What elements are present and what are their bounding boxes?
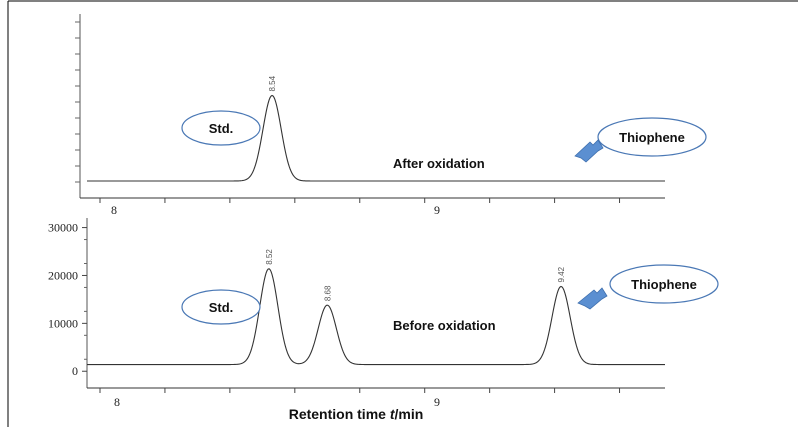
bottom-y-tick-label: 0 [72,364,78,378]
bottom-thiophene-callout-text: Thiophene [631,277,697,292]
top-x-tick-label-8: 8 [111,203,117,217]
bottom-x-ticks [99,388,621,393]
top-thiophene-callout-text: Thiophene [619,130,685,145]
bottom-peak-label: 8.52 [265,249,274,265]
top-peak-label: 8.54 [268,75,277,91]
top-chromatogram-trace [87,94,665,182]
top-thiophene-callout-bubble [597,117,707,157]
bottom-y-ticks [82,227,87,372]
bottom-peak-label: 8.68 [323,285,332,301]
bottom-x-tick-label-8: 8 [114,395,120,409]
top-x-ticks [99,198,621,203]
top-x-tick-label-9: 9 [434,203,440,217]
bottom-annotation-before-oxidation: Before oxidation [393,318,496,333]
top-annotation-after-oxidation: After oxidation [393,156,485,171]
top-std-callout-text: Std. [209,121,234,136]
x-axis-title: Retention time t/min [289,406,424,422]
bottom-std-callout-bubble [181,289,261,325]
bottom-chromatogram-trace [87,268,665,366]
bottom-thiophene-callout-bubble [609,264,719,304]
top-thiophene-arrow [574,139,604,163]
bottom-thiophene-arrow [577,287,608,310]
bottom-panel: 0 10000 20000 30000 8 9 8.52 8.68 9.42 B… [48,218,719,422]
bottom-peak-label: 9.42 [557,266,566,282]
top-panel: 8 9 8.54 After oxidation Std. Thiophene [75,14,707,217]
bottom-y-tick-label: 10000 [48,316,78,330]
top-y-ticks [75,21,80,183]
bottom-y-tick-label: 30000 [48,221,78,235]
bottom-x-tick-label-9: 9 [434,395,440,409]
bottom-std-callout-text: Std. [209,300,234,315]
top-std-callout-bubble [181,110,261,146]
bottom-y-tick-label: 20000 [48,268,78,282]
